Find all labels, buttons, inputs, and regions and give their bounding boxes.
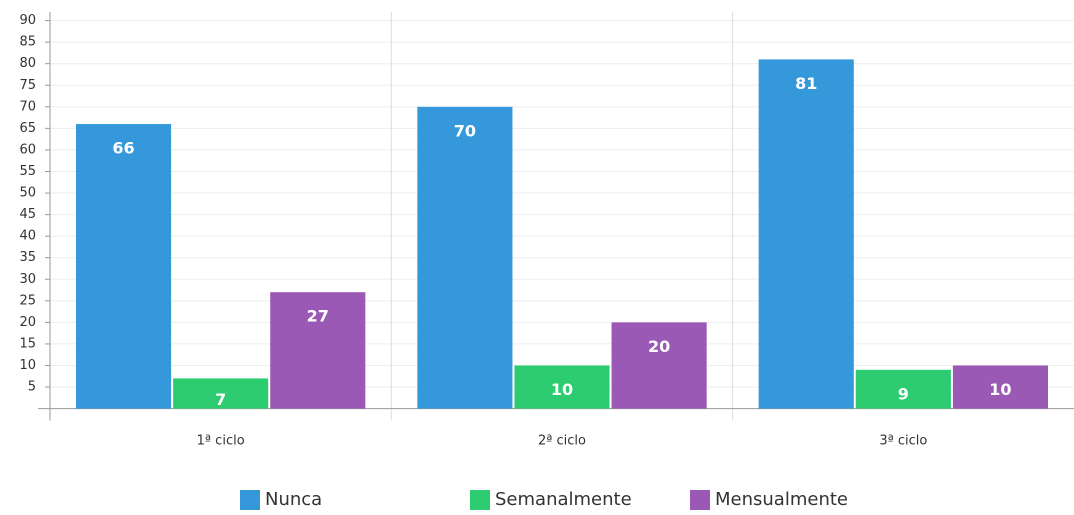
bar — [76, 124, 172, 409]
y-tick-label: 45 — [19, 207, 36, 222]
y-tick-label: 10 — [19, 358, 36, 373]
y-tick-label: 20 — [19, 315, 36, 330]
data-label: 10 — [989, 380, 1011, 399]
y-tick-label: 75 — [19, 78, 36, 93]
legend-swatch — [470, 490, 490, 510]
y-tick-label: 65 — [19, 121, 36, 136]
bar — [855, 369, 951, 409]
bar — [952, 365, 1048, 409]
y-tick-label: 30 — [19, 272, 36, 287]
data-label: 27 — [307, 307, 329, 326]
legend-label: Nunca — [265, 489, 322, 510]
bar — [611, 322, 707, 409]
legend-label: Mensualmente — [715, 489, 848, 510]
data-label: 20 — [648, 337, 670, 356]
legend-swatch — [240, 490, 260, 510]
y-tick-label: 60 — [19, 142, 36, 157]
y-tick-label: 50 — [19, 186, 36, 201]
x-tick-label: 1ª ciclo — [197, 434, 245, 449]
y-tick-label: 5 — [28, 380, 36, 395]
y-tick-label: 85 — [19, 35, 36, 50]
y-tick-label: 35 — [19, 250, 36, 265]
data-label: 7 — [215, 390, 226, 409]
data-label: 70 — [454, 121, 476, 140]
y-tick-label: 55 — [19, 164, 36, 179]
bar — [417, 106, 513, 409]
y-tick-label: 70 — [19, 99, 36, 114]
bar — [270, 292, 366, 409]
y-tick-label: 15 — [19, 336, 36, 351]
y-tick-label: 40 — [19, 229, 36, 244]
y-tick-label: 25 — [19, 293, 36, 308]
data-label: 81 — [795, 74, 817, 93]
data-label: 9 — [898, 384, 909, 403]
bar — [514, 365, 610, 409]
y-tick-label: 90 — [19, 13, 36, 28]
legend-swatch — [690, 490, 710, 510]
data-label: 10 — [551, 380, 573, 399]
data-label: 66 — [112, 139, 134, 158]
bar — [758, 59, 854, 409]
legend-label: Semanalmente — [495, 489, 632, 510]
bar — [173, 378, 269, 409]
y-tick-label: 80 — [19, 56, 36, 71]
x-tick-label: 3ª ciclo — [879, 434, 927, 449]
x-tick-label: 2ª ciclo — [538, 434, 586, 449]
